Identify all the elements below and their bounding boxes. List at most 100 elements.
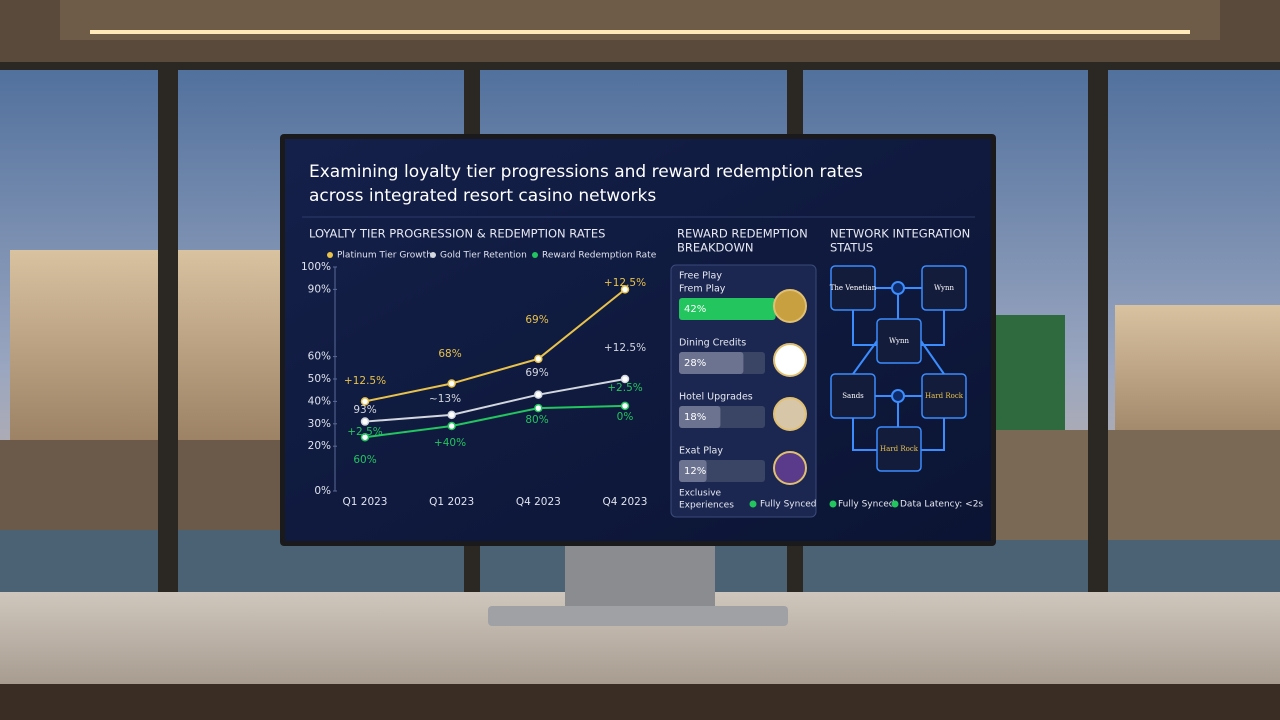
panel-title: NETWORK INTEGRATION	[830, 227, 970, 241]
bar	[679, 406, 721, 428]
node-label: Wynn	[934, 284, 955, 292]
status-dot	[891, 500, 899, 508]
network-node	[921, 373, 967, 419]
monitor-stand	[565, 543, 715, 608]
data-point	[447, 379, 456, 388]
data-point	[620, 374, 630, 384]
item-label: Dining Credits	[679, 338, 746, 349]
redemption-panel	[670, 264, 817, 518]
y-tick-label: 90%	[308, 283, 331, 295]
building	[0, 440, 280, 530]
status-label: Fully Synced	[838, 500, 895, 510]
monitor-base	[488, 606, 788, 626]
status-dot	[749, 500, 757, 508]
data-point	[360, 397, 370, 406]
x-tick-label: Q4 2023	[602, 496, 647, 508]
y-tick-label: 60%	[308, 351, 331, 363]
data-point	[534, 354, 543, 364]
panel-title: STATUS	[830, 241, 873, 255]
title-line: Examining loyalty tier progressions and …	[309, 162, 863, 182]
building	[995, 315, 1065, 435]
annotation: 68%	[438, 348, 461, 360]
status-label: Fully Synced	[760, 500, 817, 510]
legend-label: Platinum Tier Growth	[337, 251, 432, 261]
screen	[285, 139, 991, 541]
item-label: Hotel Upgrades	[679, 392, 753, 403]
node-label: The Venetian	[830, 284, 877, 292]
data-point	[360, 417, 370, 426]
item-icon	[773, 397, 807, 431]
annotation: 93%	[353, 404, 376, 416]
panel-title: BREAKDOWN	[677, 241, 753, 255]
item-label: Free Play	[679, 271, 722, 282]
status-dot	[829, 500, 837, 508]
annotation: 60%	[353, 454, 376, 466]
annotation: ~13%	[429, 393, 461, 405]
annotation: +2.5%	[347, 426, 382, 438]
bar-label: 18%	[684, 412, 706, 423]
bar	[679, 460, 707, 482]
bar	[679, 298, 776, 320]
annotation: +12.5%	[344, 375, 386, 387]
network-node	[830, 265, 876, 311]
node-label: Hard Rock	[925, 392, 964, 400]
annotation: +2.5%	[607, 382, 642, 394]
y-tick-label: 100%	[301, 261, 331, 273]
item-icon	[773, 289, 807, 323]
node-label: Hard Rock	[880, 445, 919, 453]
footer-label: Experiences	[679, 501, 734, 511]
network-node	[921, 265, 967, 311]
data-point	[447, 410, 456, 420]
data-point	[447, 421, 456, 431]
y-tick-label: 50%	[308, 373, 331, 385]
data-point	[620, 285, 630, 294]
y-tick-label: 20%	[308, 440, 331, 452]
item-label: Frem Play	[679, 284, 726, 295]
legend-label: Gold Tier Retention	[440, 251, 527, 261]
y-tick-label: 30%	[308, 418, 331, 430]
y-tick-label: 0%	[314, 485, 331, 497]
data-point	[620, 401, 630, 411]
item-icon	[773, 343, 807, 377]
panel-title: REWARD REDEMPTION	[677, 227, 808, 241]
building	[995, 430, 1280, 540]
screen-title: Examining loyalty tier progressions and …	[309, 162, 863, 206]
network-links	[852, 281, 945, 451]
annotation: +12.5%	[604, 342, 646, 354]
node-label: Sands	[842, 392, 864, 400]
node-label: Wynn	[889, 337, 910, 345]
x-tick-label: Q1 2023	[429, 496, 474, 508]
legend-swatch	[532, 252, 538, 258]
item-label: Exat Play	[679, 446, 723, 457]
title-line: across integrated resort casino networks	[309, 186, 656, 206]
annotation: 80%	[525, 414, 548, 426]
data-point	[534, 390, 543, 399]
cabinet	[0, 684, 1280, 720]
series-line	[364, 404, 626, 439]
bar-label: 42%	[684, 304, 706, 315]
series-line	[364, 378, 626, 423]
annotation: 0%	[617, 411, 634, 423]
annotation: 69%	[525, 367, 548, 379]
network-title: NETWORK INTEGRATION STATUS	[830, 227, 970, 255]
x-tick-label: Q4 2023	[516, 496, 561, 508]
item-icon	[773, 451, 807, 485]
data-point	[360, 432, 370, 442]
bar-label: 28%	[684, 358, 706, 369]
redemption-title: REWARD REDEMPTION BREAKDOWN	[677, 227, 808, 255]
network-node	[830, 373, 876, 419]
footer-label: Exclusive	[679, 489, 722, 499]
series-line	[364, 288, 626, 403]
data-point	[534, 403, 543, 413]
x-tick-label: Q1 2023	[342, 496, 387, 508]
y-tick-label: 40%	[308, 395, 331, 407]
status-label: Data Latency: <2s	[900, 500, 983, 510]
legend-swatch	[430, 252, 436, 258]
chart-title: LOYALTY TIER PROGRESSION & REDEMPTION RA…	[309, 227, 605, 241]
bar	[679, 352, 744, 374]
legend-label: Reward Redemption Rate	[542, 251, 657, 261]
annotation: +12.5%	[604, 277, 646, 289]
bar-label: 12%	[684, 466, 706, 477]
